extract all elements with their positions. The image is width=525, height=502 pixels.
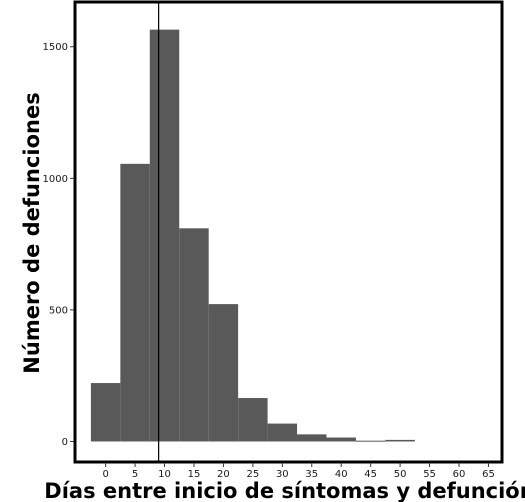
x-tick-label: 20 — [217, 469, 230, 480]
x-tick-label: 35 — [305, 469, 318, 480]
x-tick-label: 40 — [335, 469, 348, 480]
histogram-bars — [90, 29, 415, 442]
histogram-bar-10 — [385, 439, 415, 442]
y-tick-label: 1000 — [43, 174, 68, 185]
histogram-bar-0 — [90, 383, 121, 442]
y-axis-title: Número de defunciones — [20, 92, 44, 373]
x-tick-label: 50 — [394, 469, 407, 480]
histogram-bar-6 — [267, 423, 298, 442]
histogram-bar-8 — [326, 437, 356, 442]
y-tick-label: 500 — [49, 305, 68, 316]
x-tick-label: 10 — [158, 469, 171, 480]
x-tick-label: 15 — [188, 469, 201, 480]
x-axis-title: Días entre inicio de síntomas y defunció… — [44, 479, 525, 502]
x-tick-label: 45 — [364, 469, 377, 480]
y-tick-label: 1500 — [43, 42, 68, 53]
histogram-bar-4 — [208, 304, 239, 442]
x-tick-label: 55 — [423, 469, 436, 480]
x-tick-label: 30 — [276, 469, 289, 480]
y-tick-label: 0 — [62, 437, 68, 448]
histogram-bar-1 — [120, 163, 150, 442]
histogram-bar-5 — [238, 398, 268, 442]
x-tick-label: 5 — [132, 469, 138, 480]
x-tick-label: 60 — [453, 469, 466, 480]
x-tick-label: 65 — [482, 469, 495, 480]
x-tick-label: 25 — [247, 469, 260, 480]
histogram-bar-7 — [297, 434, 327, 442]
plot-frame — [73, 0, 504, 464]
y-axis-ticks: 0 500 1000 1500 — [43, 42, 74, 448]
histogram-bar-2 — [149, 29, 180, 442]
histogram-bar-9 — [355, 440, 386, 442]
x-tick-label: 0 — [102, 469, 108, 480]
histogram-bar-3 — [179, 228, 209, 442]
x-axis-ticks: 0 5 10 15 20 25 30 35 40 45 50 55 60 65 — [102, 463, 495, 480]
